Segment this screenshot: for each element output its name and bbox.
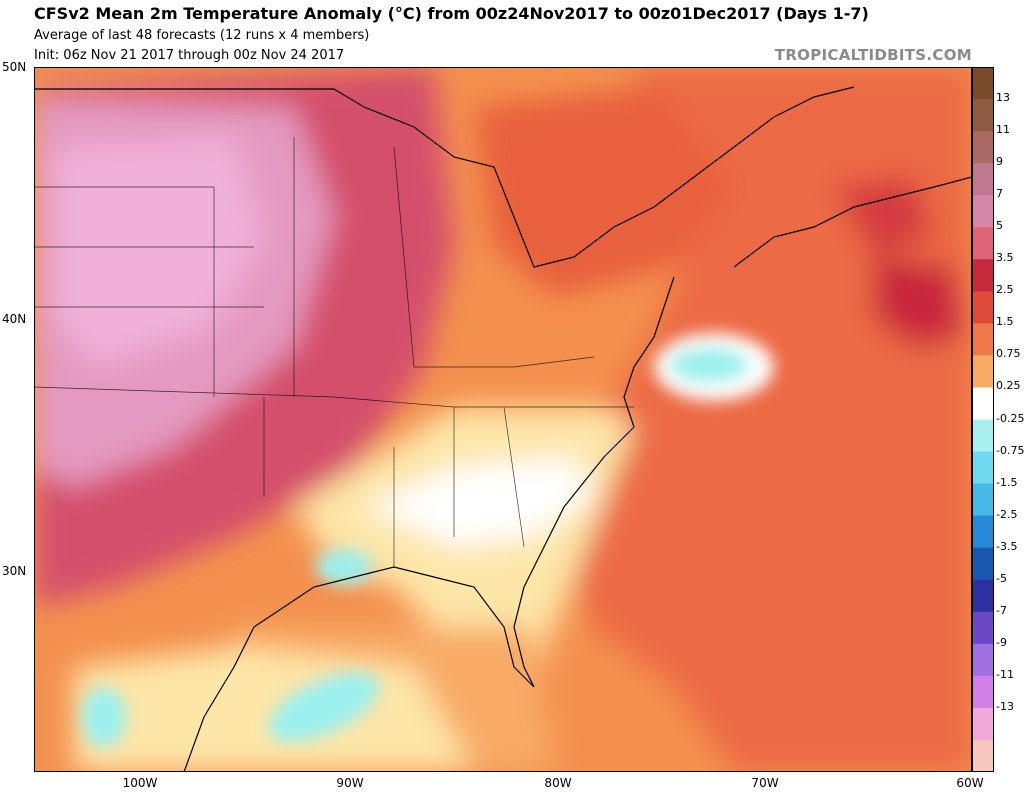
southeast-white-zone <box>364 457 594 547</box>
colorbar-label: 0.75 <box>996 347 1021 361</box>
colorbar-label: 9 <box>996 155 1003 169</box>
state-borders <box>34 137 634 567</box>
colorbar-swatch <box>972 675 994 709</box>
colorbar-swatch <box>972 451 994 485</box>
map-subtitle: Average of last 48 forecasts (12 runs x … <box>34 28 370 43</box>
colorbar-swatch <box>972 387 994 420</box>
colorbar-label: 5 <box>996 219 1003 233</box>
lon-label-80w: 80W <box>544 776 572 790</box>
colorbar-swatch <box>972 579 994 613</box>
colorbar-swatch <box>972 131 994 164</box>
colorbar-label: -9 <box>996 635 1007 649</box>
colorbar-label: -2.5 <box>996 507 1018 521</box>
temperature-anomaly-map <box>34 67 972 772</box>
colorbar-swatch <box>972 67 994 100</box>
plains-light-pink-core <box>54 137 264 367</box>
colorbar-label: -7 <box>996 603 1007 617</box>
colorbar-swatch <box>972 515 994 549</box>
credit-watermark: TROPICALTIDBITS.COM <box>774 46 972 64</box>
colorbar-label: -11 <box>996 667 1014 681</box>
coastlines <box>34 86 972 772</box>
lat-label-50n: 50N <box>2 60 27 74</box>
colorbar-swatch <box>972 739 994 772</box>
colorbar-label: -13 <box>996 699 1014 713</box>
lat-label-30n: 30N <box>2 564 27 578</box>
lon-label-100w: 100W <box>122 776 158 790</box>
map-title: CFSv2 Mean 2m Temperature Anomaly (°C) f… <box>34 4 869 23</box>
colorbar-label: 3.5 <box>996 251 1014 265</box>
colorbar-swatch <box>972 291 994 324</box>
colorbar-label: -5 <box>996 571 1007 585</box>
colorbar-label: 0.25 <box>996 379 1021 393</box>
colorbar-label: 11 <box>996 123 1010 137</box>
lat-label-40n: 40N <box>2 312 27 326</box>
mexico-cyan-anomaly <box>268 672 380 742</box>
caribbean-cyan-anomaly <box>82 687 126 747</box>
colorbar-swatch <box>972 419 994 453</box>
lakes-warm-zone <box>474 87 734 297</box>
colorbar-swatch <box>972 195 994 228</box>
colorbar-swatch <box>972 547 994 581</box>
nova-scotia-red <box>834 177 934 257</box>
lon-label-90w: 90W <box>336 776 364 790</box>
colorbar-label: 1.5 <box>996 315 1014 329</box>
colorbar-swatch <box>972 259 994 292</box>
lon-label-70w: 70W <box>751 776 779 790</box>
colorbar-swatch <box>972 483 994 517</box>
colorbar-swatch <box>972 99 994 132</box>
colorbar-swatch <box>972 707 994 741</box>
colorbar-swatch <box>972 611 994 645</box>
colorbar-swatch <box>972 323 994 356</box>
colorbar <box>972 67 994 772</box>
colorbar-swatch <box>972 163 994 196</box>
colorbar-label: 2.5 <box>996 283 1014 297</box>
colorbar-label: -3.5 <box>996 539 1018 553</box>
colorbar-label: 7 <box>996 187 1003 201</box>
colorbar-label: -1.5 <box>996 475 1018 489</box>
colorbar-swatch <box>972 355 994 388</box>
colorbar-label: 13 <box>996 91 1010 105</box>
lon-label-60w: 60W <box>956 776 984 790</box>
atlantic-cyan-anomaly <box>669 347 749 383</box>
colorbar-swatch <box>972 643 994 677</box>
init-time: Init: 06z Nov 21 2017 through 00z Nov 24… <box>34 48 345 63</box>
atlantic-red-core <box>874 257 964 347</box>
colorbar-label: -0.75 <box>996 443 1024 457</box>
colorbar-label: -0.25 <box>996 411 1024 425</box>
colorbar-swatch <box>972 227 994 260</box>
